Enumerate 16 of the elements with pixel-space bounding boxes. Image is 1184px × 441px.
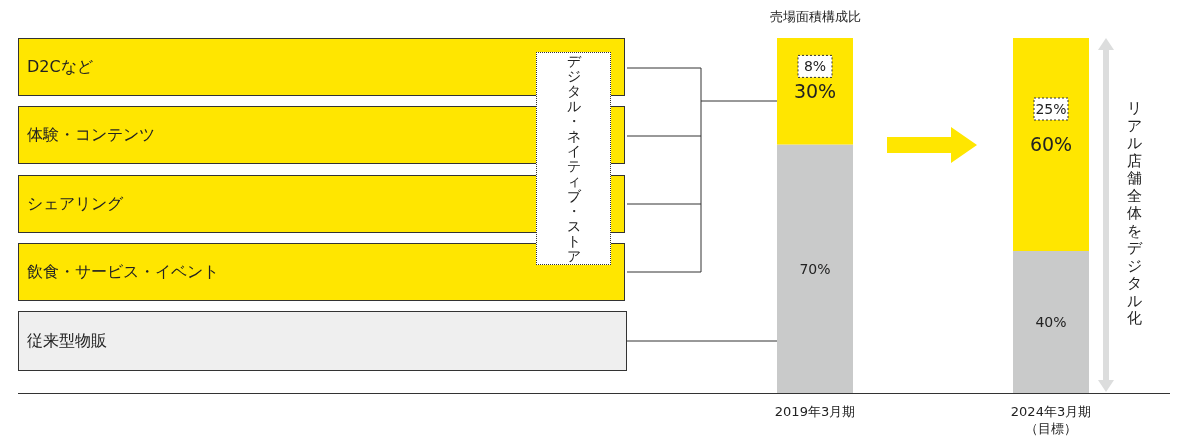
x-tick-label: 2024年3月期（目標） xyxy=(1009,403,1093,437)
data-label: 60% xyxy=(1029,133,1073,156)
data-label: 40% xyxy=(1035,313,1067,330)
data-label: 30% xyxy=(793,80,837,102)
text: 飲食・サービス・イベント xyxy=(27,261,219,281)
annotation: 8% xyxy=(803,58,827,75)
data-label: 70% xyxy=(799,260,831,277)
text: リアル店舗全体をデジタル化 xyxy=(1126,99,1142,327)
text: 体験・コンテンツ xyxy=(27,124,155,144)
text: D2Cなど xyxy=(27,56,93,76)
x-tick-label: 2019年3月期 xyxy=(773,403,857,420)
text: シェアリング xyxy=(27,193,123,213)
annotation: 25% xyxy=(1035,101,1067,117)
text: デジタル・ネイティブ・ストア xyxy=(566,52,581,264)
chart-title: 売場面積構成比 xyxy=(768,8,862,26)
text: 従来型物販 xyxy=(18,311,627,371)
